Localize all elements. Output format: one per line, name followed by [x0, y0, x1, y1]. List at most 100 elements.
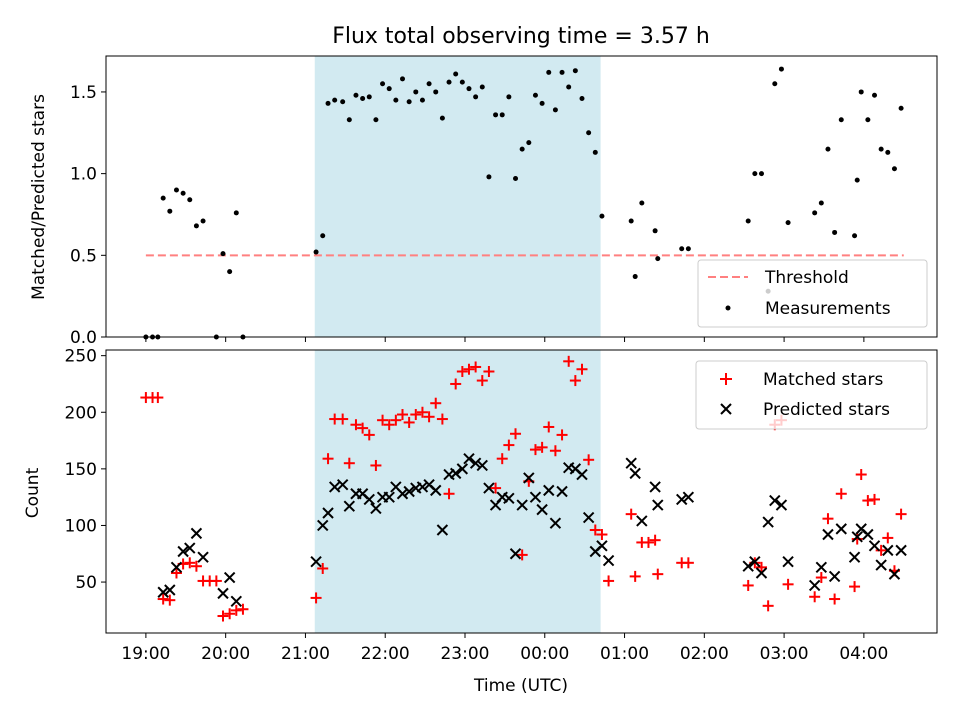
measurement-point [419, 97, 425, 103]
predicted-star-point [828, 570, 841, 583]
predicted-star-d2 [676, 493, 688, 506]
predicted-star-d2 [516, 499, 528, 511]
predicted-star-d2 [363, 493, 375, 506]
matched-star-point [629, 570, 641, 582]
measurement-point [160, 195, 166, 201]
predicted-star-point [463, 452, 475, 465]
bottom-xlabel: Time (UTC) [473, 676, 568, 696]
xtick-label: 00:00 [520, 644, 569, 664]
measurement-point [453, 71, 459, 77]
measurement-point [832, 229, 838, 235]
bottom-ytick-label: 150 [65, 460, 97, 480]
xtick-label: 02:00 [680, 644, 729, 664]
predicted-star-point [749, 555, 761, 568]
predicted-star-point [403, 485, 415, 498]
predicted-star-d2 [396, 488, 409, 500]
matched-star-point [549, 445, 561, 457]
matched-star-point [755, 561, 767, 573]
predicted-star-point [782, 555, 794, 568]
predicted-star-d2 [403, 485, 415, 498]
predicted-star-d2 [582, 511, 595, 524]
predicted-star-d2 [503, 492, 515, 504]
measurement-point [552, 107, 558, 113]
matched-star-point [152, 392, 164, 404]
measurement-point [599, 213, 605, 219]
matched-star-point [895, 508, 907, 520]
matched-star-point [416, 406, 428, 418]
measurement-point [532, 92, 538, 98]
xtick-label: 03:00 [760, 644, 809, 664]
predicted-star-d2 [762, 516, 774, 528]
predicted-star-point [223, 571, 236, 584]
predicted-star-d2 [625, 457, 637, 469]
predicted-star-d2 [469, 457, 482, 469]
measurement-point [167, 208, 173, 214]
predicted-star-d2 [230, 595, 243, 608]
measurement-point [386, 86, 392, 92]
measurement-point [360, 95, 366, 101]
predicted-star-d2 [835, 523, 847, 535]
predicted-star-d2 [882, 544, 894, 557]
predicted-star-point [170, 561, 183, 574]
matched-star-point [490, 482, 502, 494]
predicted-star-d2 [828, 570, 841, 583]
predicted-star-d2 [157, 586, 169, 598]
predicted-star-d2 [602, 554, 615, 567]
predicted-star-d2 [197, 551, 209, 563]
bottom-legend-box [695, 360, 928, 430]
xtick-label: 04:00 [839, 644, 888, 664]
measurement-point [466, 86, 472, 92]
matched-star-point [470, 361, 482, 373]
bottom-observing-window-shade [314, 350, 601, 633]
measurement-point [898, 105, 904, 111]
measurement-point [891, 166, 897, 172]
matched-star-point [869, 493, 881, 505]
predicted-star-point [370, 502, 382, 515]
predicted-star-d2 [808, 579, 821, 592]
matched-star-point [164, 594, 176, 606]
predicted-star-point [769, 494, 781, 507]
predicted-stars-points [157, 452, 907, 608]
matched-star-point [224, 608, 236, 620]
predicted-star-point [322, 507, 334, 519]
predicted-star-point [396, 488, 409, 500]
xtick-label: 19:00 [121, 644, 170, 664]
predicted-star-point [310, 555, 322, 568]
predicted-star-d2 [875, 559, 887, 571]
bottom-ytick-label: 100 [65, 516, 97, 536]
measurement-point [752, 171, 758, 177]
matched-star-point [589, 524, 601, 536]
matched-star-point [563, 355, 575, 367]
measurement-point [785, 220, 791, 226]
predicted-star-d2 [430, 484, 442, 497]
predicted-star-d2 [390, 481, 402, 493]
predicted-star-point [483, 482, 495, 494]
matched-star-point [809, 591, 821, 603]
legend-predicted-swatch [720, 403, 732, 415]
predicted-star-point [503, 492, 515, 504]
matched-star-point [157, 593, 169, 605]
predicted-star-point [625, 457, 637, 469]
matched-star-point [862, 495, 874, 507]
predicted-star-d2 [190, 527, 203, 540]
predicted-star-d2 [343, 500, 356, 512]
predicted-star-point [509, 548, 522, 560]
predicted-star-point [742, 560, 754, 572]
predicted-star-point [197, 551, 209, 563]
measurement-point [639, 200, 645, 206]
measurement-point [313, 249, 319, 255]
predicted-star-d2 [217, 587, 229, 600]
predicted-star-point [164, 584, 176, 596]
predicted-star-d2 [529, 491, 542, 503]
figure-title: Flux total observing time = 3.57 h [332, 24, 710, 49]
measurement-point [872, 92, 878, 98]
top-ticks: 0.0 0.5 1.0 1.5 [70, 83, 865, 348]
matched-star-point [569, 375, 581, 387]
measurement-point [772, 81, 778, 87]
predicted-star-d2 [523, 472, 535, 484]
measurement-point [346, 117, 352, 123]
matched-star-point [822, 513, 834, 525]
matched-star-point [556, 429, 568, 441]
predicted-star-d2 [336, 479, 349, 491]
